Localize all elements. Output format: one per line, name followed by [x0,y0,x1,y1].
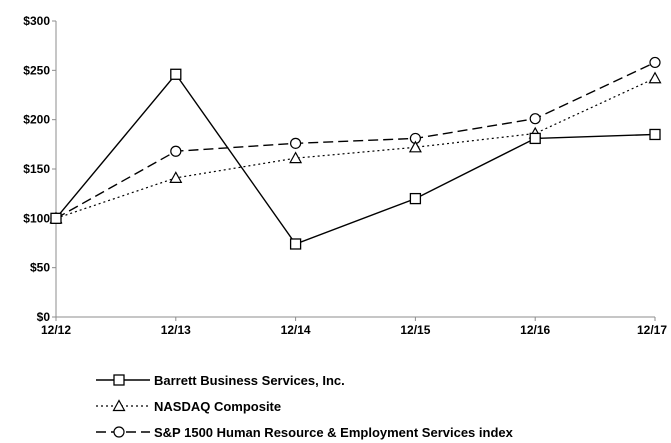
data-point [649,56,661,69]
legend-swatch-marker [112,399,126,412]
y-tick-label: $150 [23,162,50,176]
x-tick-label: 12/12 [41,323,71,337]
data-point [649,128,661,141]
data-point [529,132,541,145]
x-tick-label: 12/15 [400,323,430,337]
legend-label: Barrett Business Services, Inc. [154,373,345,388]
series-line [55,73,656,245]
legend-item: S&P 1500 Human Resource & Employment Ser… [96,425,514,440]
data-point [408,140,422,153]
y-tick-label: $100 [23,211,50,225]
series-circle [50,56,661,224]
y-tick-label: $200 [23,113,50,127]
y-tick-labels: $0 $50 $100 $150 $200 $250 $300 [23,14,50,324]
y-tick-label: $50 [30,261,50,275]
legend-swatch-marker [113,426,125,438]
legend-item: NASDAQ Composite [96,399,281,414]
y-tick-label: $0 [37,310,51,324]
series-square [50,68,661,250]
x-tick-labels: 12/12 12/13 12/14 12/15 12/16 12/17 [41,323,667,337]
data-point [289,151,303,164]
data-point [170,145,182,157]
data-point [50,212,62,224]
y-tick-label: $250 [23,63,50,77]
series-line [55,61,656,219]
y-tick-label: $300 [23,14,50,28]
x-tick-label: 12/14 [281,323,311,337]
data-point [169,171,183,183]
legend-swatch-marker [113,374,125,386]
series-line [55,77,656,219]
legend-label: S&P 1500 Human Resource & Employment Ser… [154,425,514,440]
legend-label: NASDAQ Composite [154,399,281,414]
data-point [409,192,422,205]
data-point [290,137,302,149]
series-layer [49,56,662,250]
legend-item: Barrett Business Services, Inc. [96,373,345,388]
x-tick-label: 12/13 [161,323,191,337]
x-tick-label: 12/16 [520,323,550,337]
legend: Barrett Business Services, Inc. NASDAQ Co… [96,373,514,440]
data-point [289,238,302,250]
series-triangle [49,71,662,224]
data-point [170,68,182,80]
data-point [648,71,662,84]
chart-axes [52,20,656,321]
data-point [529,113,541,125]
x-tick-label: 12/17 [637,323,667,337]
